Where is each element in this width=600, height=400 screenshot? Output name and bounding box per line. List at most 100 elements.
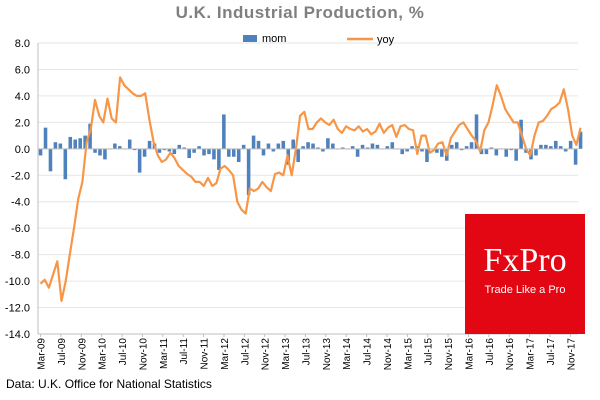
mom-bar [197, 146, 201, 149]
x-tick-label: Nov-13 [322, 338, 333, 371]
mom-bar [350, 146, 355, 149]
mom-bar [301, 146, 305, 149]
mom-bar [355, 148, 360, 157]
mom-bar [241, 144, 246, 149]
mom-bar [524, 148, 528, 153]
y-tick-label: -6.0 [11, 223, 30, 235]
mom-bar [88, 123, 92, 149]
mom-bar [553, 140, 558, 149]
x-tick-label: Mar-13 [281, 338, 292, 370]
mom-bar [266, 143, 271, 149]
mom-bar [256, 140, 261, 149]
mom-bar [474, 114, 479, 149]
legend: mom yoy [243, 33, 395, 46]
mom-bar [558, 146, 563, 149]
mom-bar [311, 143, 315, 149]
x-tick-label: Mar-16 [464, 338, 475, 370]
mom-bar [172, 148, 177, 155]
mom-bar [78, 138, 82, 149]
mom-bar [306, 142, 310, 149]
y-tick-label: 6.0 [15, 64, 30, 76]
mom-bar [142, 148, 147, 157]
y-tick-label: -10.0 [5, 276, 30, 288]
yoy-line [39, 76, 582, 302]
y-tick-label: -14.0 [5, 329, 30, 341]
mom-bar [400, 148, 404, 155]
source-note: Data: U.K. Office for National Statistic… [6, 377, 212, 391]
mom-bar [425, 148, 429, 163]
mom-bar [549, 146, 553, 149]
x-tick-label: Jul-16 [485, 338, 496, 366]
mom-bar [544, 144, 548, 149]
chart-title: U.K. Industrial Production, % [175, 3, 425, 22]
mom-bar [326, 138, 330, 149]
x-tick-label: Mar-11 [159, 338, 170, 369]
mom-bar [231, 148, 236, 157]
x-tick-label: Nov-10 [138, 338, 149, 371]
mom-bar [132, 148, 137, 151]
x-axis: Mar-09 Jul-09 Nov-09 Mar-10 Jul-10 Nov-10 Mar-… [37, 148, 578, 371]
mom-bar [449, 144, 454, 149]
mom-bar [494, 148, 499, 156]
mom-bar [454, 142, 459, 149]
x-tick-label: Jul-10 [118, 338, 129, 366]
x-tick-label: Nov-15 [444, 338, 455, 371]
mom-bar [118, 146, 122, 149]
x-tick-label: Jul-14 [363, 338, 374, 366]
x-tick-label: Nov-17 [566, 338, 577, 371]
mom-bar [464, 146, 469, 149]
mom-bar [127, 139, 132, 149]
mom-bar [58, 143, 63, 149]
x-tick-label: Mar-12 [220, 338, 231, 370]
mom-bar [261, 148, 266, 156]
x-tick-label: Nov-11 [200, 338, 211, 370]
mom-bar [504, 148, 509, 157]
mom-bar [375, 144, 380, 149]
x-tick-label: Jul-13 [301, 338, 312, 366]
mom-bar [514, 148, 518, 161]
mom-bar [53, 142, 58, 149]
mom-bar [365, 147, 370, 149]
mom-bar [331, 143, 335, 149]
mom-bar [182, 147, 186, 149]
mom-bar [192, 148, 196, 153]
fxpro-logo: FxPro Trade Like a Pro [465, 214, 585, 334]
x-tick-label: Mar-09 [37, 338, 48, 370]
mom-bar [63, 148, 68, 180]
mom-bar [405, 148, 409, 152]
y-tick-label: 8.0 [15, 38, 30, 50]
mom-bar [370, 143, 375, 149]
mom-bar [534, 148, 538, 156]
mom-bar [137, 148, 142, 173]
mom-bar [578, 131, 583, 149]
mom-bar [227, 148, 231, 157]
mom-bar [98, 148, 102, 156]
mom-bar [316, 147, 320, 149]
y-tick-label: 4.0 [15, 91, 30, 103]
mom-bar [162, 148, 167, 151]
mom-bar [385, 146, 390, 149]
mom-bar [48, 148, 53, 172]
mom-bar [177, 144, 182, 149]
mom-bar [340, 147, 345, 149]
mom-bar [147, 140, 152, 149]
y-tick-label: 2.0 [15, 117, 30, 129]
mom-bar [489, 147, 494, 149]
mom-bar [563, 148, 568, 152]
mom-bar [187, 148, 191, 159]
mom-bar [484, 148, 489, 155]
mom-bar [435, 148, 439, 153]
mom-bar [410, 146, 414, 149]
mom-bar [281, 140, 286, 149]
y-tick-label: -2.0 [11, 170, 30, 182]
mom-bar [251, 135, 256, 149]
x-tick-label: Mar-15 [403, 338, 414, 370]
x-tick-label: Jul-15 [424, 338, 435, 366]
mom-bar [68, 136, 73, 149]
legend-yoy-label: yoy [377, 34, 395, 46]
mom-bar [459, 148, 464, 151]
mom-bar [539, 144, 543, 149]
y-axis: 8.0 6.0 4.0 2.0 0.0 -2.0 -4.0 -6.0 -8.0 -10.0 -12.… [5, 38, 39, 341]
mom-bar [321, 148, 325, 152]
